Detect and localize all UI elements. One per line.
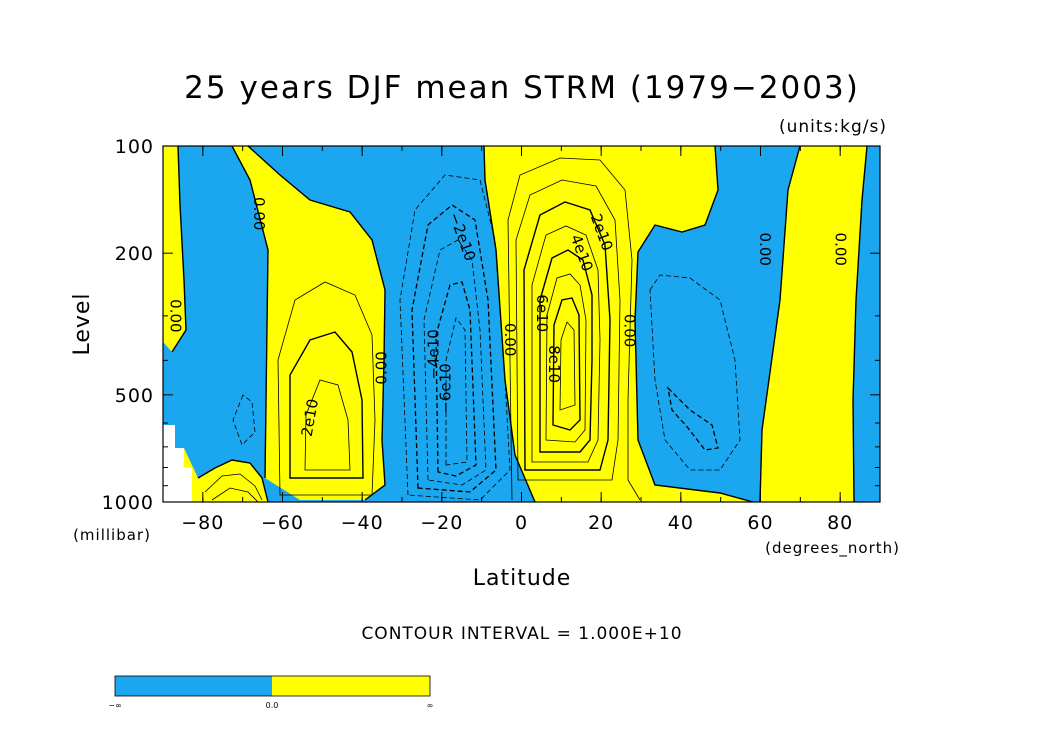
filled-contours (163, 146, 880, 502)
y-units-label: (millibar) (73, 526, 151, 544)
colorbar-label-min: −∞ (108, 701, 121, 710)
y-tick-labels: 100 200 500 1000 (102, 136, 154, 514)
colorbar-label-zero: 0.0 (266, 701, 279, 710)
units-label: (units:kg/s) (779, 117, 887, 137)
x-axis-label: Latitude (473, 566, 572, 591)
zero-contour (171, 146, 187, 353)
positive-contour (277, 281, 376, 496)
positive-contour (289, 331, 364, 479)
contour-label: −6e10 (436, 363, 454, 413)
zero-contour (852, 146, 868, 502)
contour-label: 0.00 (373, 351, 391, 384)
positive-region-sh-mid (232, 146, 385, 500)
positive-region-south-pole (163, 146, 186, 352)
y-tick-label: 100 (115, 136, 154, 158)
contour-label: 8e10 (545, 345, 563, 383)
x-tick-label: 40 (668, 512, 694, 534)
x-tick-labels: −80 −60 −40 −20 0 20 40 60 80 (181, 512, 853, 534)
colorbar: −∞ 0.0 ∞ (108, 675, 434, 710)
y-tick-label: 500 (115, 385, 154, 407)
zero-contour (634, 146, 754, 502)
contour-label: −4e10 (424, 329, 442, 379)
x-tick-label: −20 (420, 512, 463, 534)
x-tick-label: 80 (827, 512, 853, 534)
negative-contours (232, 174, 741, 501)
contour-label: 0.00 (621, 314, 639, 347)
contour-label: 0.00 (756, 233, 774, 266)
chart-title: 25 years DJF mean STRM (1979−2003) (184, 70, 860, 106)
y-axis-label: Level (70, 292, 95, 355)
contour-label: 0.00 (501, 323, 519, 356)
zero-contour (247, 146, 386, 501)
contour-label: 6e10 (533, 294, 551, 332)
x-tick-label: 20 (588, 512, 614, 534)
y-tick-label: 1000 (102, 492, 154, 514)
x-units-label: (degrees_north) (765, 539, 900, 558)
zero-contour (197, 459, 269, 502)
positive-region-tropics (484, 146, 753, 502)
x-tick-label: 60 (747, 512, 773, 534)
x-tick-label: 0 (515, 512, 528, 534)
axis-ticks (163, 145, 880, 503)
positive-contour (304, 379, 351, 471)
contour-label: 0.00 (250, 197, 268, 230)
positive-contour (204, 473, 263, 501)
zero-contour (759, 146, 801, 502)
colorbar-negative (115, 676, 272, 696)
zero-contour (231, 146, 269, 479)
missing-data-region (163, 425, 192, 502)
contour-label: 0.00 (166, 299, 184, 332)
positive-region-nh-high (760, 146, 867, 502)
x-tick-label: −40 (341, 512, 384, 534)
positive-region-south-surface (184, 448, 268, 502)
x-tick-label: −80 (181, 512, 224, 534)
contour-lines (171, 146, 868, 502)
x-tick-label: −60 (261, 512, 304, 534)
contour-interval-label: CONTOUR INTERVAL = 1.000E+10 (361, 624, 682, 644)
colorbar-label-max: ∞ (427, 701, 434, 710)
colorbar-positive (272, 676, 430, 696)
positive-contour (211, 487, 259, 502)
contour-label: 0.00 (832, 233, 850, 266)
y-tick-label: 200 (115, 243, 154, 265)
